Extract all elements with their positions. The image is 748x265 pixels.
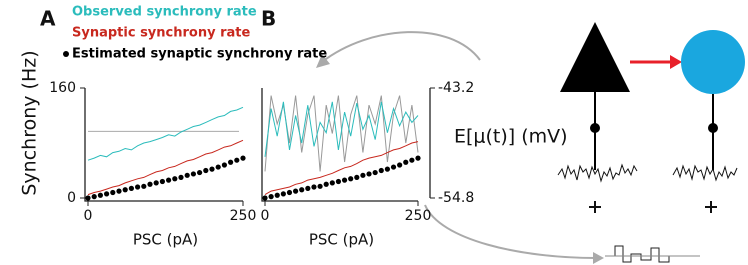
data-point — [311, 184, 317, 190]
data-point — [403, 159, 409, 165]
panel-label: A — [40, 7, 56, 31]
data-point — [203, 167, 209, 174]
data-point — [378, 167, 384, 174]
legend-label: Observed synchrony rate — [72, 5, 257, 20]
data-line — [264, 141, 419, 196]
circuit-diagram — [316, 22, 745, 264]
data-point — [262, 195, 268, 201]
y2-axis-label: E[μ(t)] (mV) — [454, 126, 568, 148]
data-point — [286, 189, 293, 196]
y-axis-label: Synchrony (Hz) — [19, 50, 41, 195]
data-point — [240, 155, 246, 161]
data-point — [197, 169, 203, 176]
data-point — [228, 159, 234, 165]
y2-tick-label: -54.8 — [438, 190, 474, 206]
x-tick-label: 250 — [405, 208, 432, 224]
data-point — [274, 192, 280, 198]
data-point — [184, 172, 190, 178]
data-line — [264, 101, 419, 157]
data-point — [354, 174, 360, 180]
data-point — [91, 194, 97, 200]
legend-label: Synaptic synchrony rate — [72, 26, 250, 41]
data-point — [397, 162, 403, 168]
data-point — [104, 191, 110, 197]
legend-marker — [63, 51, 69, 57]
data-point — [390, 164, 397, 170]
x-axis-label: PSC (pA) — [133, 231, 198, 249]
data-point — [305, 185, 311, 191]
x-tick-label: 250 — [230, 208, 257, 224]
neuron-circle — [681, 30, 745, 94]
data-point — [97, 192, 103, 198]
data-point — [372, 169, 378, 176]
data-point — [128, 185, 134, 191]
data-point — [110, 189, 116, 196]
data-point — [166, 177, 172, 183]
data-point — [384, 166, 390, 172]
neuron-triangle — [560, 22, 630, 92]
axis-line — [84, 88, 243, 202]
data-point — [116, 188, 122, 194]
data-point — [234, 157, 240, 163]
step-trace — [605, 245, 681, 263]
data-point — [147, 181, 153, 187]
data-point — [209, 166, 215, 172]
data-point — [268, 194, 274, 200]
x-axis-label: PSC (pA) — [309, 231, 374, 249]
axis-line — [261, 88, 418, 202]
curved-arrow — [321, 31, 481, 63]
data-point — [348, 176, 354, 182]
x-tick-label: 0 — [84, 208, 93, 224]
data-point — [299, 187, 305, 193]
data-point — [178, 174, 184, 180]
data-point — [153, 180, 159, 186]
data-point — [172, 176, 178, 182]
arrow-head — [670, 55, 682, 69]
data-point — [335, 178, 342, 185]
data-point — [409, 157, 415, 163]
data-point — [366, 171, 372, 177]
arrow-head — [593, 252, 604, 264]
y2-tick-label: -43.2 — [438, 80, 474, 96]
data-point — [293, 188, 299, 194]
data-point — [341, 177, 348, 183]
y-tick-label: 0 — [67, 190, 76, 206]
trace — [672, 164, 738, 182]
data-point — [280, 191, 286, 197]
curved-arrow — [424, 204, 597, 259]
data-point — [159, 178, 165, 185]
data-line — [87, 106, 244, 161]
trace — [557, 163, 638, 183]
data-point — [415, 155, 421, 161]
arrow-head — [316, 54, 330, 68]
data-point — [135, 184, 141, 190]
plus-sign — [589, 201, 717, 213]
data-point — [329, 180, 335, 186]
data-point — [190, 171, 196, 177]
data-point — [141, 183, 147, 189]
y-tick-label: 160 — [49, 80, 76, 96]
data-line — [87, 139, 244, 196]
data-point — [122, 187, 128, 193]
x-tick-label: 0 — [261, 208, 270, 224]
data-point — [360, 172, 366, 178]
data-point — [317, 183, 323, 189]
legend-label: Estimated synaptic synchrony rate — [72, 47, 327, 62]
data-point — [323, 181, 329, 187]
panel-label: B — [261, 7, 276, 31]
data-point — [215, 164, 221, 170]
data-point — [221, 162, 227, 168]
data-point — [85, 195, 91, 201]
